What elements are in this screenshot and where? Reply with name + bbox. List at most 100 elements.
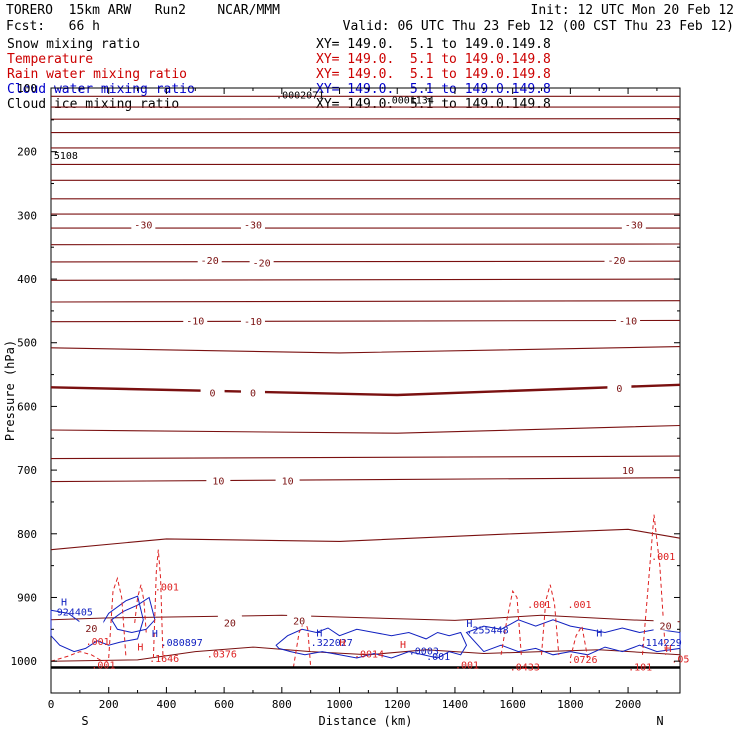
plot-frame: [50, 87, 681, 694]
isotherm-label: -10: [619, 316, 637, 327]
y-tick-label: 600: [17, 400, 37, 413]
field-value-label: .001: [155, 583, 179, 594]
isotherm-label: 0: [250, 388, 256, 399]
y-tick-label: 200: [17, 146, 37, 159]
isotherm-label-bg: [79, 621, 104, 634]
high-marker: H: [152, 629, 158, 640]
rain-contour: [50, 651, 109, 662]
x-axis-title: Distance (km): [319, 714, 413, 728]
field-name: Cloud ice mixing ratio: [7, 97, 180, 112]
high-marker: H: [596, 629, 602, 640]
header-init: Init: 12 UTC Mon 20 Feb 12: [530, 3, 735, 18]
isotherm-line: [50, 300, 681, 303]
field-value-label: .001: [527, 600, 551, 611]
field-value-label: .001: [567, 600, 591, 611]
isotherm-label: -30: [625, 220, 643, 231]
high-marker: H: [466, 619, 472, 630]
isotherm-line: [50, 278, 681, 281]
cloud-water-contour: [275, 627, 468, 659]
y-tick-label: 100: [17, 82, 37, 95]
field-value-label: .001: [86, 637, 110, 648]
isotherm-label-bg: [206, 473, 231, 486]
y-tick-label: 300: [17, 209, 37, 222]
high-marker: H: [137, 643, 143, 654]
isotherm-line: [50, 477, 681, 483]
isotherm-label: -30: [134, 220, 152, 231]
isotherm-label-bg: [240, 314, 265, 327]
isotherm-label: 20: [293, 616, 305, 627]
isotherm-label: 20: [85, 624, 97, 635]
isotherm-label-bg: [197, 252, 222, 265]
isotherm-label: -10: [244, 317, 262, 328]
field-value-label: .080897: [161, 638, 203, 649]
y-tick-label: 700: [17, 464, 37, 477]
x-tick-label: 200: [99, 698, 119, 711]
isotherm-label: -20: [253, 258, 271, 269]
isotherm-label-bg: [249, 255, 274, 268]
rain-contour: [108, 576, 127, 659]
x-tick-label: 0: [48, 698, 55, 711]
x-tick-label: 1200: [384, 698, 411, 711]
isotherm-line: [50, 346, 681, 354]
rain-contour: [152, 549, 164, 659]
rain-contour: [541, 584, 560, 655]
high-marker: H: [61, 597, 67, 608]
isotherm-label-bg: [616, 463, 641, 476]
isotherm-label-bg: [607, 380, 632, 393]
isotherm-label: -10: [186, 316, 204, 327]
isotherm-line: [50, 424, 681, 434]
isotherm-label: 0: [616, 384, 622, 395]
x-tick-label: 1600: [499, 698, 526, 711]
field-value-label: 924405: [57, 607, 93, 618]
isotherm-label: 20: [660, 621, 672, 632]
isotherm-label: 10: [282, 476, 294, 487]
field-name: Cloud water mixing ratio: [7, 82, 195, 97]
field-value-label: .0014: [354, 650, 384, 661]
y-axis-title: Pressure (hPa): [3, 340, 17, 441]
rain-contour: [642, 514, 667, 655]
field-value-label: .001: [426, 652, 450, 663]
field-value-label: .001: [651, 552, 675, 563]
field-value-label: .0433: [510, 662, 540, 673]
isotherm-label-bg: [616, 313, 641, 326]
isotherm-label-bg: [240, 385, 265, 398]
isotherm-line: [50, 118, 681, 120]
high-marker: H: [665, 644, 671, 655]
isotherm-label-bg: [183, 313, 208, 326]
isotherm-line: [50, 243, 681, 246]
y-tick-label: 800: [17, 528, 37, 541]
field-value-label: .0726: [567, 655, 597, 666]
endpoint-south: S: [81, 714, 88, 728]
field-value-label: .322027: [311, 638, 353, 649]
cloud-water-contour: [465, 619, 681, 656]
isotherm-label: 10: [622, 466, 634, 477]
isotherm-line: [50, 319, 681, 323]
x-tick-label: 400: [156, 698, 176, 711]
field-value-label: .0003: [409, 646, 439, 657]
x-tick-label: 1400: [442, 698, 469, 711]
rain-contour: [134, 584, 147, 633]
x-tick-label: 800: [272, 698, 292, 711]
field-value-label: .001: [455, 660, 479, 671]
isotherm-label-bg: [131, 217, 156, 230]
field-xy: XY= 149.0. 5.1 to 149.0.149.8: [316, 52, 551, 67]
field-value-label: .255448: [466, 625, 508, 636]
isotherm-label: -20: [607, 256, 625, 267]
field-value-label: .0376: [207, 650, 237, 661]
high-marker: H: [339, 638, 345, 649]
field-value-label: .0001134: [386, 95, 434, 106]
header-model: TORERO 15km ARW Run2 NCAR/MMM: [6, 3, 280, 18]
isotherm-label-bg: [604, 252, 629, 265]
field-name: Temperature: [7, 52, 94, 67]
y-tick-label: 1000: [11, 655, 38, 668]
isotherm-label: 10: [212, 476, 224, 487]
x-tick-label: 600: [214, 698, 234, 711]
isotherm-line: [50, 455, 681, 460]
isotherm-label: 20: [224, 618, 236, 629]
cloud-water-contour: [110, 596, 156, 634]
header-valid: Valid: 06 UTC Thu 23 Feb 12 (00 CST Thu …: [342, 19, 734, 34]
high-marker: H: [400, 640, 406, 651]
x-tick-label: 1800: [557, 698, 584, 711]
isotherm-label-bg: [621, 217, 646, 230]
field-xy: XY= 149.0. 5.1 to 149.0.149.8: [316, 97, 551, 112]
